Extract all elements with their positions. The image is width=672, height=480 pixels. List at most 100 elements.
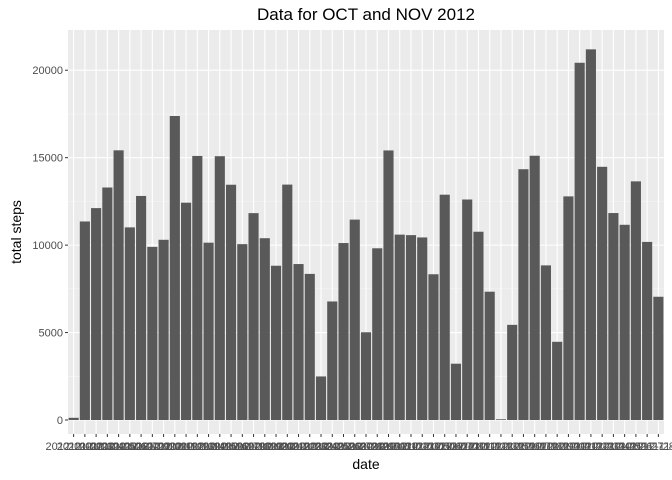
- y-tick-label: 15000: [32, 153, 63, 165]
- x-tick-label: 2012-10-15: [180, 441, 236, 453]
- bar: [383, 150, 394, 421]
- bar: [597, 166, 608, 421]
- x-tick-label: 2012-10-18: [214, 441, 270, 453]
- x-tick-label: 2012-11-21: [541, 441, 596, 453]
- bar: [293, 264, 304, 421]
- bar: [428, 274, 439, 421]
- x-axis: 2012-10-022012-10-032012-10-042012-10-05…: [45, 434, 672, 453]
- x-tick-label: 2012-10-04: [68, 441, 124, 453]
- bar: [630, 181, 641, 421]
- x-tick-label: 2012-10-16: [192, 441, 248, 453]
- bar: [169, 116, 180, 421]
- bar: [192, 155, 203, 421]
- bar: [304, 273, 315, 421]
- bar: [552, 341, 563, 421]
- x-tick-label: 2012-10-28: [327, 441, 383, 453]
- x-tick-label: 2012-10-29: [338, 441, 394, 453]
- bar: [608, 213, 619, 421]
- bar: [394, 234, 405, 421]
- y-tick-label: 10000: [32, 240, 63, 252]
- bar: [102, 187, 113, 421]
- bar: [642, 241, 653, 421]
- x-tick-label: 2012-10-31: [360, 441, 416, 453]
- x-tick-label: 2012-10-09: [113, 441, 169, 453]
- bar: [372, 248, 383, 421]
- x-tick-label: 2012-11-28: [619, 441, 672, 453]
- x-tick-label: 2012-10-13: [158, 441, 214, 453]
- x-tick-label: 2012-11-08: [428, 441, 483, 453]
- y-axis-label: total steps: [8, 200, 24, 264]
- bar: [79, 221, 90, 421]
- x-tick-label: 2012-10-12: [147, 441, 203, 453]
- bar: [439, 194, 450, 421]
- x-tick-label: 2012-10-23: [270, 441, 326, 453]
- x-tick-label: 2012-10-30: [349, 441, 405, 453]
- x-tick-label: 2012-11-02: [372, 441, 427, 453]
- y-axis: 0 5000 10000 15000 20000: [32, 65, 68, 427]
- y-tick-label: 20000: [32, 65, 63, 77]
- x-tick-label: 2012-11-24: [574, 441, 629, 453]
- bar: [574, 62, 585, 421]
- bar: [68, 417, 79, 421]
- bar: [338, 243, 349, 421]
- bar: [203, 242, 214, 421]
- x-tick-label: 2012-10-22: [259, 441, 315, 453]
- x-tick-label: 2012-11-07: [417, 441, 472, 453]
- x-tick-label: 2012-10-14: [169, 441, 225, 453]
- x-tick-label: 2012-11-23: [563, 441, 618, 453]
- bar: [349, 219, 360, 421]
- bar: [237, 244, 248, 421]
- x-tick-label: 2012-11-11: [440, 441, 495, 453]
- x-tick-label: 2012-10-05: [79, 441, 135, 453]
- bar: [507, 324, 518, 421]
- x-tick-label: 2012-11-13: [462, 441, 517, 453]
- bar: [91, 208, 102, 421]
- x-tick-label: 2012-11-03: [383, 441, 438, 453]
- x-axis-label: date: [352, 456, 379, 472]
- y-tick-label: 0: [57, 415, 63, 427]
- bar: [225, 184, 237, 421]
- bar: [495, 419, 507, 421]
- bar: [214, 156, 225, 421]
- bar: [124, 227, 135, 421]
- x-tick-label: 2012-10-19: [225, 441, 281, 453]
- bar: [529, 155, 540, 421]
- x-tick-label: 2012-11-05: [394, 441, 449, 453]
- x-tick-label: 2012-11-25: [586, 441, 641, 453]
- bar: [315, 376, 327, 421]
- bar: [585, 49, 596, 421]
- chart-title: Data for OCT and NOV 2012: [257, 5, 475, 24]
- x-tick-label: 2012-11-18: [507, 441, 562, 453]
- x-tick-label: 2012-10-07: [102, 441, 158, 453]
- x-tick-label: 2012-11-29: [631, 441, 672, 453]
- x-tick-label: 2012-10-02: [45, 441, 101, 453]
- bar: [282, 184, 293, 421]
- bar: [473, 231, 484, 421]
- x-tick-label: 2012-11-22: [552, 441, 607, 453]
- bar: [147, 246, 158, 421]
- x-tick-label: 2012-10-03: [57, 441, 113, 453]
- bar: [136, 195, 147, 421]
- x-tick-label: 2012-11-16: [484, 441, 539, 453]
- y-tick-label: 5000: [39, 328, 63, 340]
- bar: [360, 332, 372, 421]
- x-tick-label: 2012-10-17: [203, 441, 259, 453]
- bar: [181, 202, 192, 421]
- bar: [563, 196, 574, 421]
- x-tick-label: 2012-11-12: [451, 441, 506, 453]
- x-tick-label: 2012-11-06: [406, 441, 461, 453]
- bar: [484, 291, 495, 421]
- x-tick-label: 2012-11-20: [529, 441, 584, 453]
- x-tick-label: 2012-11-27: [608, 441, 663, 453]
- x-tick-label: 2012-10-27: [315, 441, 371, 453]
- x-tick-label: 2012-10-20: [237, 441, 293, 453]
- x-tick-label: 2012-10-24: [282, 441, 338, 453]
- bar: [619, 224, 630, 421]
- bar: [248, 213, 259, 421]
- bar: [653, 296, 664, 421]
- bar: [540, 265, 551, 421]
- x-tick-label: 2012-10-26: [304, 441, 360, 453]
- bar: [417, 237, 428, 421]
